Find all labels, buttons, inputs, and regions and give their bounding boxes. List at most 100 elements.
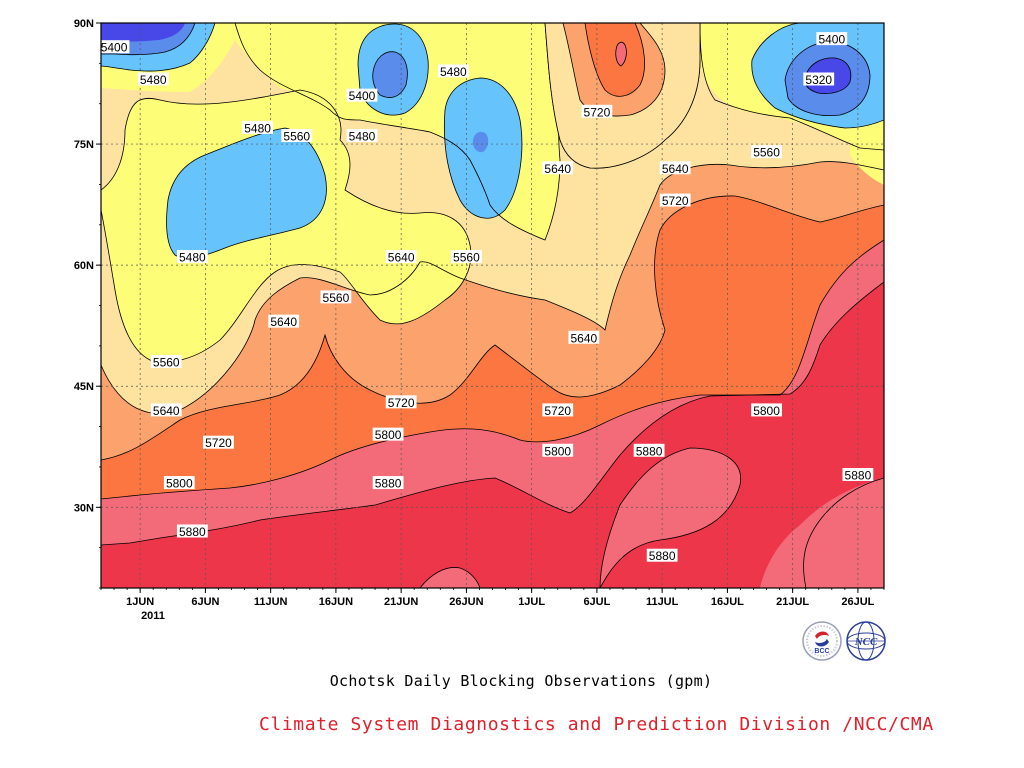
- contour-label-text: 5800: [753, 404, 780, 418]
- contour-label: 5880: [633, 443, 665, 458]
- y-tick-label: 75N: [74, 139, 94, 151]
- band-5800-5880-bottom-center: [420, 567, 480, 588]
- contour-label-bg: [581, 104, 613, 118]
- contour-line-5800: [101, 239, 884, 500]
- contour-label: 5880: [646, 548, 678, 563]
- contour-label-bg: [816, 32, 848, 46]
- band-5320-5400-center-dot: [472, 131, 489, 153]
- contour-label: 5720: [385, 395, 417, 410]
- contour-label: 5640: [659, 161, 691, 176]
- contour-label-text: 5480: [140, 73, 167, 87]
- contour-label-text: 5720: [388, 396, 415, 410]
- bcc-logo: BCC: [802, 621, 842, 661]
- contour-line-5880-right: [803, 477, 884, 588]
- contour-label-bg: [568, 330, 600, 344]
- contour-label-bg: [385, 250, 417, 264]
- contour-label: 5640: [568, 330, 600, 345]
- contour-label-bg: [137, 72, 169, 86]
- contour-label-text: 5480: [440, 65, 467, 79]
- contour-label: 5800: [372, 427, 404, 442]
- contour-label-layer: 5400 5480 5480 5560 5400 5480 5480 5720 5640 5400…: [98, 32, 874, 563]
- contour-label-bg: [542, 443, 574, 457]
- contour-label: 5720: [203, 435, 234, 450]
- contour-label-text: 5560: [153, 356, 180, 370]
- contour-label: 5720: [659, 193, 691, 208]
- contour-label-bg: [320, 290, 352, 304]
- contour-label: 5480: [176, 250, 208, 265]
- contour-label-bg: [633, 443, 665, 457]
- contour-label: 5720: [581, 104, 613, 119]
- contour-label-bg: [268, 314, 300, 328]
- contour-label-text: 5640: [388, 251, 415, 265]
- contour-label-bg: [451, 250, 482, 264]
- contour-line-5560-right: [699, 23, 884, 151]
- x-axis-year-label: 2011: [141, 610, 165, 622]
- contour-label: 5480: [437, 64, 469, 79]
- contour-fill-layer: [101, 23, 884, 588]
- contour-line-5400-right: [784, 41, 871, 117]
- contour-label-bg: [176, 250, 208, 264]
- band-5320-5400-mid: [372, 51, 408, 98]
- contour-label-bg: [98, 40, 130, 54]
- contour-label-text: 5720: [662, 194, 689, 208]
- contour-label-text: 5480: [244, 121, 271, 135]
- contour-line-5880-main: [101, 281, 884, 546]
- contour-label-text: 5560: [753, 146, 780, 160]
- contour-label: 5560: [150, 355, 182, 370]
- contour-label: 5400: [98, 40, 130, 55]
- contour-label: 5800: [751, 403, 782, 418]
- x-tick-label: 26JUL: [841, 596, 874, 608]
- ncc-logo-text: NCC: [854, 636, 878, 648]
- contour-label-text: 5640: [662, 162, 689, 176]
- contour-label-text: 5400: [349, 89, 376, 103]
- x-tick-label: 21JUL: [776, 596, 809, 608]
- contour-label-text: 5560: [323, 291, 350, 305]
- contour-label: 5560: [320, 290, 352, 305]
- y-tick-label: 30N: [74, 502, 94, 514]
- contour-line-5480-right: [751, 23, 884, 129]
- contour-label: 5480: [242, 120, 273, 135]
- contour-label-bg: [542, 161, 574, 175]
- contour-label-text: 5880: [845, 469, 872, 483]
- contour-line-5480-center: [444, 77, 523, 219]
- x-tick-label: 11JUN: [254, 596, 288, 608]
- contour-label-text: 5720: [544, 404, 571, 418]
- contour-label: 5640: [542, 161, 574, 176]
- contour-label: 5880: [176, 524, 208, 539]
- contour-label-text: 5880: [649, 549, 676, 563]
- contour-label: 5560: [281, 129, 313, 144]
- contour-label: 5720: [542, 403, 574, 418]
- contour-label-text: 5800: [166, 477, 193, 491]
- contour-label-bg: [542, 403, 574, 417]
- contour-line-5880-island: [599, 447, 742, 588]
- credit-line: Climate System Diagnostics and Predictio…: [259, 714, 934, 735]
- contour-label-text: 5320: [805, 73, 832, 87]
- contour-label-text: 5880: [179, 525, 206, 539]
- contour-label: 5560: [451, 250, 482, 265]
- contour-label-text: 5640: [570, 331, 597, 345]
- x-tick-label: 1JUL: [518, 596, 545, 608]
- contour-label-bg: [842, 468, 874, 481]
- x-tick-label: 1JUN: [126, 596, 154, 608]
- x-axis: 1JUN 6JUN 11JUN 16JUN 21JUN 26JUN 1JUL 6JUL 11JU…: [100, 588, 885, 608]
- contour-label-bg: [242, 120, 273, 134]
- contour-line-5480-topleft: [101, 23, 216, 72]
- contour-label-text: 5880: [375, 477, 402, 491]
- band-5800-top-pocket: [584, 23, 645, 97]
- y-axis: 30N 45N 60N 75N 90N: [74, 18, 101, 589]
- band-5800-5880-lower-island: [600, 448, 741, 588]
- x-tick-label: 21JUN: [384, 596, 418, 608]
- contour-label-bg: [659, 193, 691, 207]
- band-below-5320-topleft: [101, 23, 185, 42]
- contour-label-bg: [150, 355, 182, 368]
- x-tick-label: 6JUL: [583, 596, 610, 608]
- contour-label: 5480: [137, 72, 169, 87]
- contour-label-text: 5400: [101, 41, 128, 55]
- contour-label-bg: [385, 395, 417, 409]
- contour-label-bg: [372, 476, 404, 490]
- high-pocket-layer: [544, 23, 701, 169]
- contour-label: 5480: [346, 129, 378, 144]
- contour-label: 5640: [268, 314, 300, 329]
- contour-label: 5640: [150, 403, 182, 418]
